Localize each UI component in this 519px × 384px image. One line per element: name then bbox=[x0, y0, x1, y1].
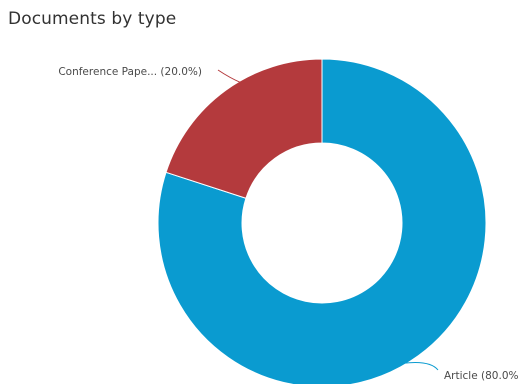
chart-title: Documents by type bbox=[8, 9, 177, 29]
leader-line-conference-paper bbox=[217, 69, 242, 84]
slice-article[interactable] bbox=[157, 58, 487, 384]
slice-label-article: Article (80.0%) bbox=[444, 370, 519, 382]
slice-label-conference-paper: Conference Pape... (20.0%) bbox=[58, 66, 202, 78]
slice-conference-paper[interactable] bbox=[165, 58, 323, 199]
leader-line-article bbox=[402, 361, 439, 371]
